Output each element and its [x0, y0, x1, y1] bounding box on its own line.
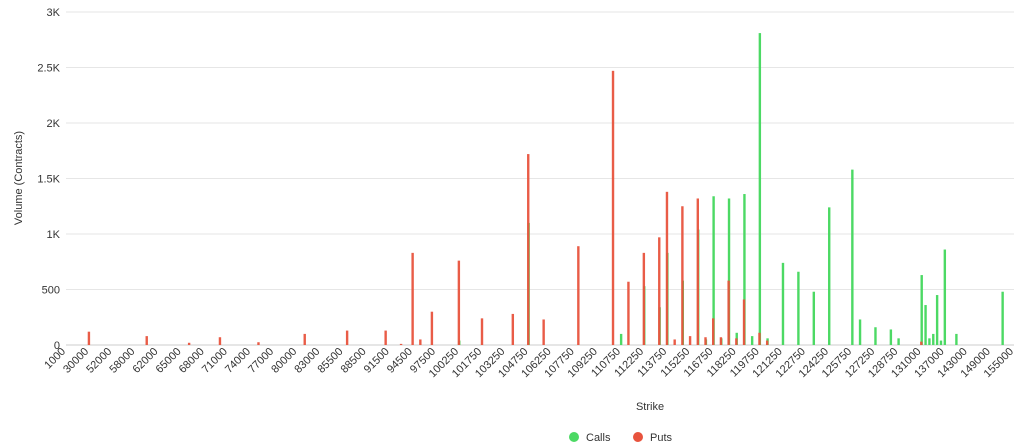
- puts-bar: [457, 260, 461, 345]
- calls-bar: [619, 333, 623, 345]
- puts-bar: [673, 339, 676, 345]
- calls-bar: [858, 319, 862, 345]
- calls-bar: [932, 333, 935, 345]
- puts-bar: [87, 331, 91, 345]
- calls-bar: [812, 291, 816, 345]
- y-tick-label: 2K: [47, 118, 61, 130]
- puts-bar: [712, 318, 715, 345]
- x-tick-label: 88500: [339, 346, 369, 376]
- puts-bar: [658, 237, 661, 345]
- puts-bar: [735, 338, 738, 345]
- calls-bar: [943, 249, 947, 345]
- x-tick-label: 80000: [269, 346, 299, 376]
- calls-bar: [750, 336, 754, 345]
- puts-bar: [345, 330, 349, 345]
- puts-bar: [719, 337, 723, 345]
- puts-bar: [681, 206, 684, 345]
- legend-label-calls: Calls: [586, 432, 611, 444]
- calls-bar: [935, 295, 939, 345]
- y-axis-ticks: 0 500 1K 1.5K 2K 2.5K 3K: [37, 7, 60, 352]
- x-tick-label: 65000: [154, 346, 184, 376]
- y-tick-label: 1K: [47, 229, 61, 241]
- puts-bar: [704, 337, 707, 345]
- legend-marker-calls: [569, 432, 579, 442]
- calls-bar: [851, 169, 854, 345]
- puts-bar: [511, 313, 515, 345]
- puts-bar: [303, 333, 306, 345]
- y-tick-label: 2.5K: [37, 63, 60, 75]
- bars: [87, 33, 1004, 346]
- x-tick-label: 74000: [223, 346, 253, 376]
- y-tick-label: 3K: [47, 7, 61, 19]
- x-tick-label: 83000: [292, 346, 322, 376]
- y-tick-label: 1.5K: [37, 174, 60, 186]
- y-tick-label: 500: [42, 285, 60, 297]
- puts-bar: [218, 337, 222, 345]
- y-tick-label: 0: [54, 340, 60, 352]
- x-tick-label: 62000: [130, 346, 160, 376]
- calls-bar: [758, 33, 762, 346]
- calls-bar: [939, 340, 943, 345]
- puts-bar: [480, 318, 484, 345]
- puts-bar: [257, 342, 260, 345]
- calls-bar: [897, 338, 900, 345]
- calls-bar: [797, 271, 800, 345]
- puts-bar: [765, 340, 769, 345]
- puts-bar: [527, 154, 530, 345]
- puts-bar: [665, 191, 669, 345]
- x-tick-label: 94500: [385, 346, 415, 376]
- puts-bar: [430, 311, 434, 345]
- y-axis-title: Volume (Contracts): [13, 131, 25, 225]
- legend: Calls Puts: [569, 432, 673, 444]
- puts-bar: [920, 341, 923, 345]
- x-axis-title: Strike: [636, 401, 664, 413]
- x-tick-label: 58000: [107, 346, 137, 376]
- puts-bar: [419, 339, 422, 345]
- x-axis-ticks: 1000300005200058000620006500068000710007…: [42, 346, 1016, 380]
- puts-bar: [399, 343, 403, 345]
- calls-bar: [955, 333, 958, 345]
- calls-bar: [727, 198, 731, 345]
- x-tick-label: 77000: [246, 346, 276, 376]
- puts-bar: [688, 336, 692, 345]
- puts-bar: [577, 246, 580, 345]
- calls-bar: [889, 329, 893, 345]
- x-tick-label: 52000: [84, 346, 114, 376]
- calls-bar: [712, 196, 715, 345]
- puts-bar: [742, 299, 746, 345]
- puts-bar: [411, 252, 414, 345]
- puts-bar: [611, 70, 615, 345]
- x-tick-label: 71000: [200, 346, 230, 376]
- legend-label-puts: Puts: [650, 432, 673, 444]
- puts-bar: [758, 332, 761, 345]
- legend-marker-puts: [633, 432, 643, 442]
- puts-bar: [187, 342, 191, 345]
- x-tick-label: 85500: [315, 346, 345, 376]
- puts-bar: [384, 330, 387, 345]
- puts-bar: [627, 281, 630, 345]
- calls-bar: [1001, 291, 1004, 345]
- puts-bar: [642, 252, 646, 345]
- calls-bar: [920, 275, 923, 345]
- calls-bar: [781, 262, 785, 345]
- calls-bar: [743, 194, 746, 345]
- puts-bar: [727, 280, 730, 345]
- grid-lines: [66, 11, 1014, 346]
- x-tick-label: 30000: [61, 346, 91, 376]
- puts-bar: [145, 336, 148, 345]
- x-tick-label: 91500: [362, 346, 392, 376]
- x-tick-label: 68000: [177, 346, 207, 376]
- puts-bar: [696, 198, 699, 345]
- calls-bar: [928, 338, 931, 345]
- calls-bar: [874, 327, 877, 345]
- calls-bar: [924, 305, 927, 345]
- calls-bar: [828, 207, 831, 345]
- puts-bar: [542, 319, 545, 345]
